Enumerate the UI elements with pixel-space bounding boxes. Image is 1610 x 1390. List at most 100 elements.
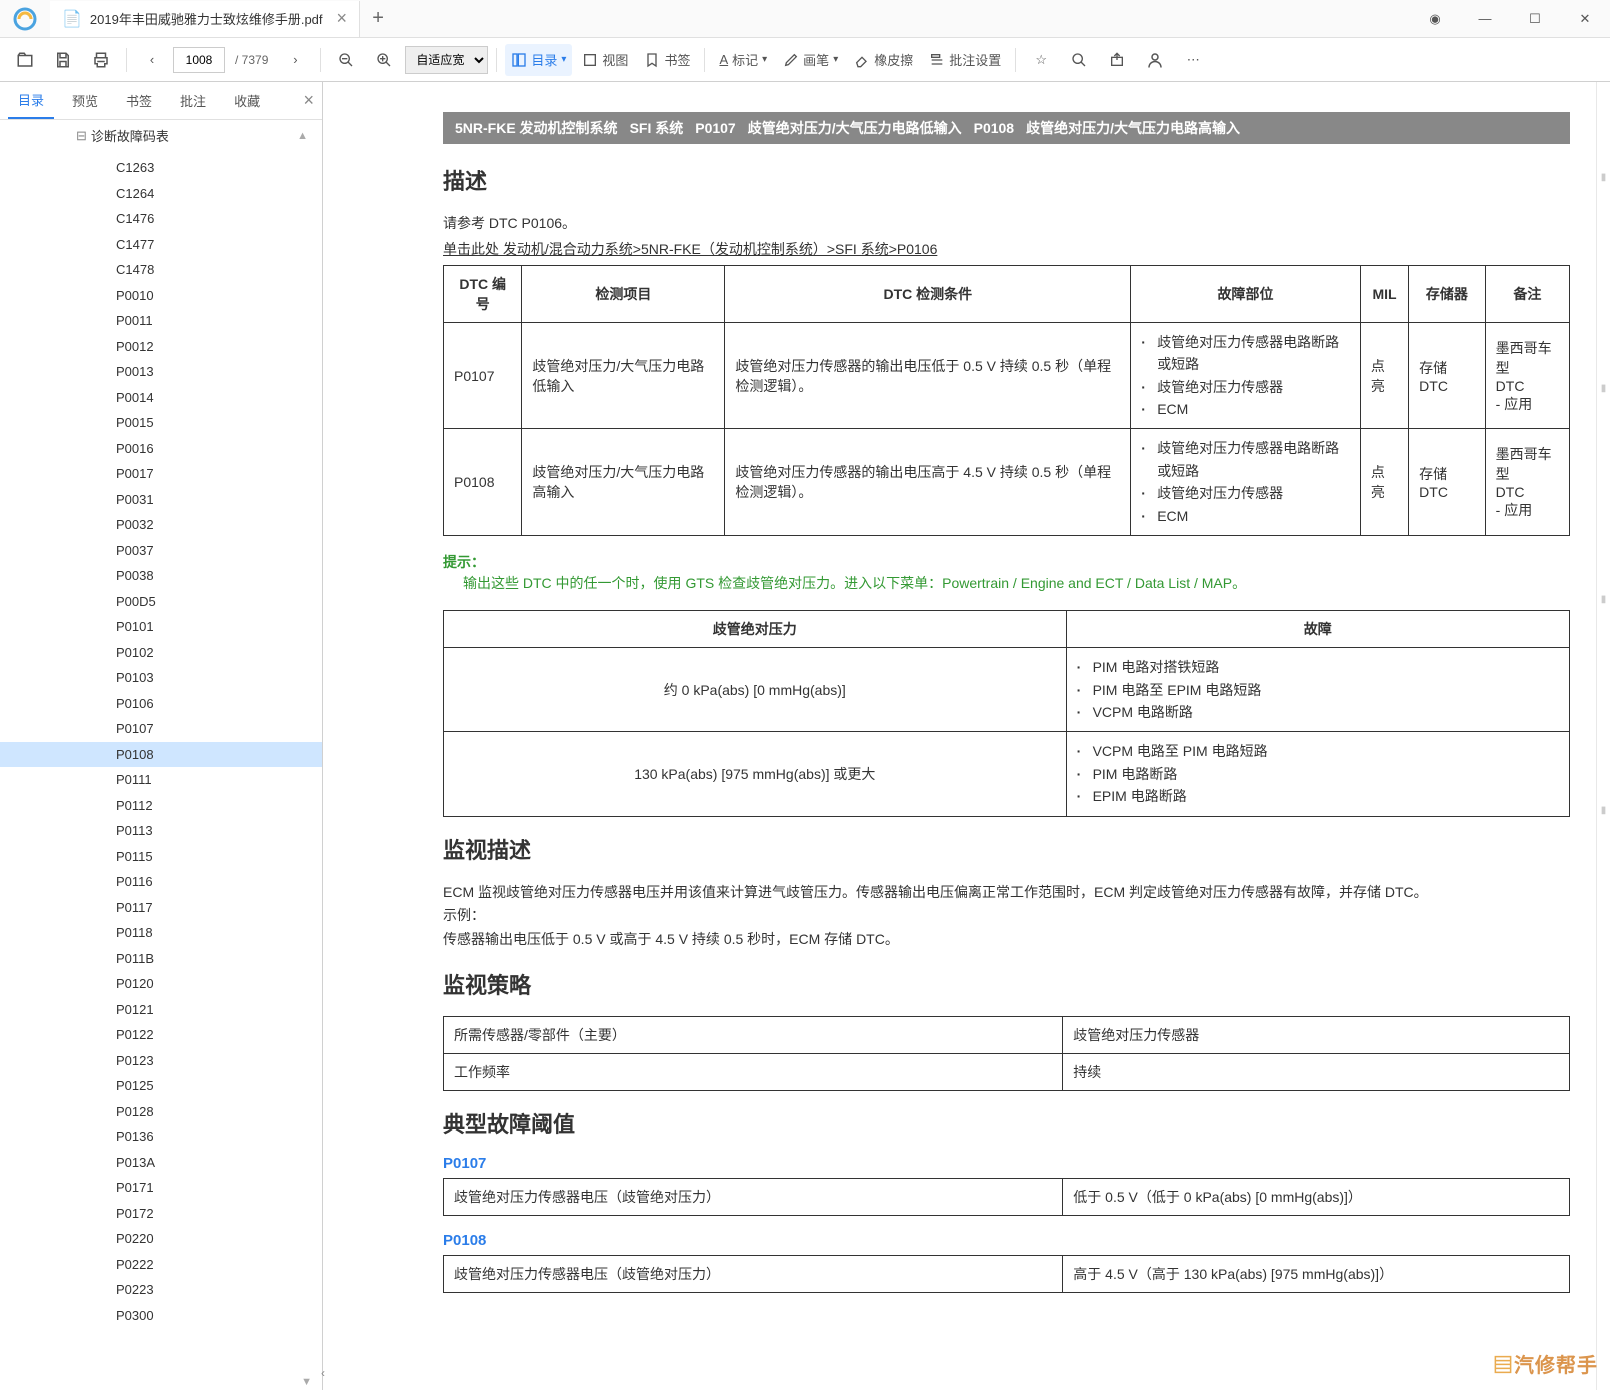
outline-item[interactable]: P0220 xyxy=(0,1226,322,1252)
outline-item[interactable]: P0103 xyxy=(0,665,322,691)
outline-item[interactable]: P011B xyxy=(0,946,322,972)
table-row: 歧管绝对压力传感器电压（歧管绝对压力）高于 4.5 V（高于 130 kPa(a… xyxy=(444,1256,1570,1293)
outline-item[interactable]: P0038 xyxy=(0,563,322,589)
outline-item[interactable]: P0120 xyxy=(0,971,322,997)
outline-item[interactable]: P0112 xyxy=(0,793,322,819)
outline-item[interactable]: C1264 xyxy=(0,181,322,207)
next-page-icon[interactable]: › xyxy=(278,44,312,76)
search-icon[interactable] xyxy=(1062,44,1096,76)
outline-item[interactable]: P0222 xyxy=(0,1252,322,1278)
outline-item[interactable]: P0016 xyxy=(0,436,322,462)
more-icon[interactable]: ⋯ xyxy=(1176,44,1210,76)
scroll-down-icon[interactable]: ▼ xyxy=(301,1376,312,1388)
sidebar-tab-annot[interactable]: 批注 xyxy=(170,83,216,119)
sidebar-close-icon[interactable]: × xyxy=(303,90,314,111)
view-button[interactable]: 视图 xyxy=(576,44,634,76)
outline-item[interactable]: P0012 xyxy=(0,334,322,360)
sidebar-resize-handle[interactable]: ‹ xyxy=(318,82,328,1390)
sidebar-tabs: 目录 预览 书签 批注 收藏 × xyxy=(0,82,322,120)
sidebar-tab-preview[interactable]: 预览 xyxy=(62,83,108,119)
scroll-up-icon[interactable]: ▲ xyxy=(297,130,308,142)
tab-close-icon[interactable]: × xyxy=(337,8,348,29)
outline-item[interactable]: P0106 xyxy=(0,691,322,717)
annotate-button[interactable]: A标记▾ xyxy=(713,44,773,76)
document-tab[interactable]: 📄 2019年丰田威驰雅力士致炫维修手册.pdf × xyxy=(50,1,360,37)
outline-item[interactable]: P0101 xyxy=(0,614,322,640)
outline-item[interactable]: C1477 xyxy=(0,232,322,258)
outline-item[interactable]: P0171 xyxy=(0,1175,322,1201)
sidebar-tab-outline[interactable]: 目录 xyxy=(8,83,54,119)
settings-icon[interactable]: ◉ xyxy=(1410,0,1460,38)
intro-link[interactable]: 单击此处 发动机/混合动力系统>5NR-FKE（发动机控制系统）>SFI 系统>… xyxy=(443,238,1570,260)
outline-section-header[interactable]: ⊟ 诊断故障码表 xyxy=(6,122,297,149)
table-header: 故障 xyxy=(1066,611,1569,648)
zoom-select[interactable]: 自适应宽 xyxy=(405,46,488,74)
outline-item[interactable]: P0111 xyxy=(0,767,322,793)
outline-item[interactable]: P0128 xyxy=(0,1099,322,1125)
outline-item[interactable]: P0010 xyxy=(0,283,322,309)
outline-item[interactable]: P0125 xyxy=(0,1073,322,1099)
outline-item[interactable]: P0122 xyxy=(0,1022,322,1048)
outline-item[interactable]: P0300 xyxy=(0,1303,322,1329)
eraser-button[interactable]: 橡皮擦 xyxy=(848,44,919,76)
minimize-icon[interactable]: — xyxy=(1460,0,1510,38)
outline-item[interactable]: P0118 xyxy=(0,920,322,946)
page-input[interactable] xyxy=(173,47,225,73)
outline-item[interactable]: C1478 xyxy=(0,257,322,283)
outline-item[interactable]: P013A xyxy=(0,1150,322,1176)
outline-item[interactable]: P0037 xyxy=(0,538,322,564)
outline-item[interactable]: P0117 xyxy=(0,895,322,921)
new-tab-button[interactable]: + xyxy=(360,7,396,30)
zoom-in-icon[interactable] xyxy=(367,44,401,76)
outline-item[interactable]: P0223 xyxy=(0,1277,322,1303)
outline-item[interactable]: P0121 xyxy=(0,997,322,1023)
zoom-out-icon[interactable] xyxy=(329,44,363,76)
open-icon[interactable] xyxy=(8,44,42,76)
outline-item[interactable]: P0172 xyxy=(0,1201,322,1227)
user-icon[interactable] xyxy=(1138,44,1172,76)
outline-item[interactable]: P0108 xyxy=(0,742,322,768)
outline-item[interactable]: P0014 xyxy=(0,385,322,411)
outline-item[interactable]: P0011 xyxy=(0,308,322,334)
close-icon[interactable]: ✕ xyxy=(1560,0,1610,38)
outline-item[interactable]: P00D5 xyxy=(0,589,322,615)
table-header: 故障部位 xyxy=(1131,265,1361,322)
outline-button[interactable]: 目录▾ xyxy=(505,44,572,76)
outline-item[interactable]: P0116 xyxy=(0,869,322,895)
sidebar-tab-bookmark[interactable]: 书签 xyxy=(116,83,162,119)
outline-item[interactable]: P0102 xyxy=(0,640,322,666)
outline-item[interactable]: P0123 xyxy=(0,1048,322,1074)
outline-item[interactable]: P0017 xyxy=(0,461,322,487)
page-total: / 7379 xyxy=(229,53,274,67)
heading-description: 描述 xyxy=(443,164,1570,196)
sidebar-tab-fav[interactable]: 收藏 xyxy=(224,83,270,119)
outline-item[interactable]: P0015 xyxy=(0,410,322,436)
threshold-table: 歧管绝对压力传感器电压（歧管绝对压力）高于 4.5 V（高于 130 kPa(a… xyxy=(443,1255,1570,1293)
breadcrumb: 5NR-FKE 发动机控制系统SFI 系统P0107歧管绝对压力/大气压力电路低… xyxy=(443,112,1570,144)
collapse-icon: ⊟ xyxy=(76,128,87,144)
pdf-page: 5NR-FKE 发动机控制系统SFI 系统P0107歧管绝对压力/大气压力电路低… xyxy=(323,82,1610,1390)
titlebar: 📄 2019年丰田威驰雅力士致炫维修手册.pdf × + ◉ — ☐ ✕ xyxy=(0,0,1610,38)
outline-item[interactable]: C1263 xyxy=(0,155,322,181)
batch-button[interactable]: 批注设置 xyxy=(923,44,1007,76)
maximize-icon[interactable]: ☐ xyxy=(1510,0,1560,38)
outline-item[interactable]: P0031 xyxy=(0,487,322,513)
content-area: 5NR-FKE 发动机控制系统SFI 系统P0107歧管绝对压力/大气压力电路低… xyxy=(323,82,1610,1390)
star-icon[interactable]: ☆ xyxy=(1024,44,1058,76)
outline-item[interactable]: P0032 xyxy=(0,512,322,538)
outline-item[interactable]: P0115 xyxy=(0,844,322,870)
print-icon[interactable] xyxy=(84,44,118,76)
threshold-table: 歧管绝对压力传感器电压（歧管绝对压力）低于 0.5 V（低于 0 kPa(abs… xyxy=(443,1178,1570,1216)
outline-item[interactable]: P0136 xyxy=(0,1124,322,1150)
outline-item[interactable]: P0107 xyxy=(0,716,322,742)
bookmark-button[interactable]: 书签 xyxy=(638,44,696,76)
prev-page-icon[interactable]: ‹ xyxy=(135,44,169,76)
threshold-section: P0107歧管绝对压力传感器电压（歧管绝对压力）低于 0.5 V（低于 0 kP… xyxy=(443,1155,1570,1293)
save-icon[interactable] xyxy=(46,44,80,76)
strategy-table: 所需传感器/零部件（主要）歧管绝对压力传感器工作频率持续 xyxy=(443,1016,1570,1091)
outline-item[interactable]: P0013 xyxy=(0,359,322,385)
outline-item[interactable]: P0113 xyxy=(0,818,322,844)
share-icon[interactable] xyxy=(1100,44,1134,76)
outline-item[interactable]: C1476 xyxy=(0,206,322,232)
brush-button[interactable]: 画笔▾ xyxy=(777,44,844,76)
